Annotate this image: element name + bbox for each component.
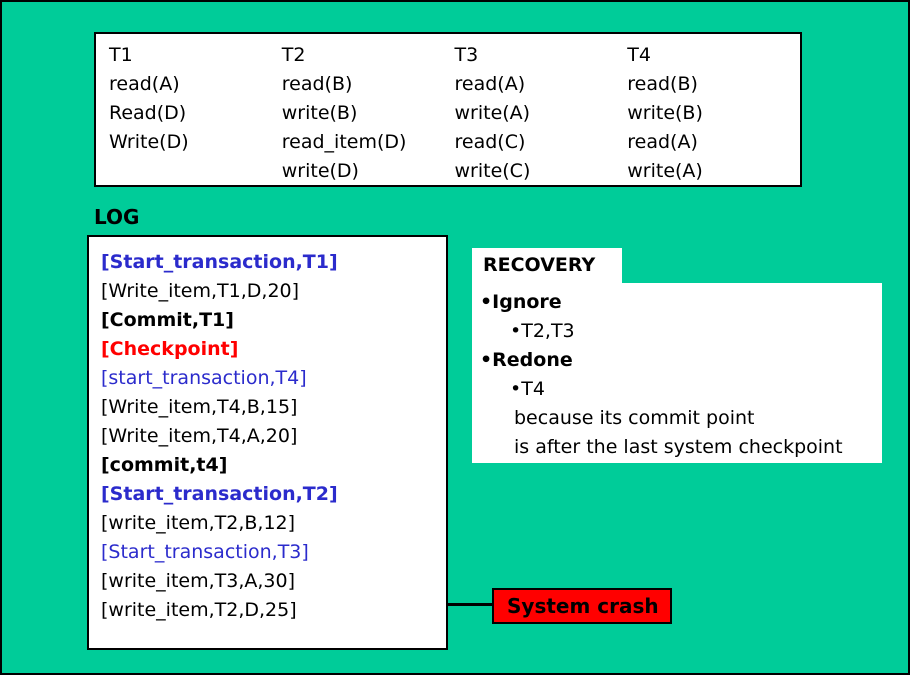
crash-connector-line <box>448 603 494 606</box>
transaction-op: Write(D) <box>109 131 189 153</box>
recovery-item-ignored-transactions: •T2,T3 <box>510 320 575 342</box>
transaction-header: T2 <box>281 44 306 66</box>
transaction-header: T3 <box>454 44 479 66</box>
transaction-op: read(B) <box>281 73 353 95</box>
log-entry: [commit,t4] <box>101 454 228 476</box>
log-entry: [start_transaction,T4] <box>101 367 307 389</box>
transaction-op: write(D) <box>281 160 359 182</box>
transaction-column-t2: T2 read(B) write(B) read_item(D) write(D… <box>282 41 455 185</box>
transaction-op: write(A) <box>454 102 531 124</box>
transaction-op: Read(D) <box>109 102 187 124</box>
recovery-panel: •Ignore •T2,T3 •Redone •T4 because its c… <box>472 283 882 463</box>
transaction-op: write(A) <box>627 160 703 182</box>
log-entry: [Write_item,T4,B,15] <box>101 396 298 418</box>
recovery-note-line-2: is after the last system checkpoint <box>514 436 843 458</box>
transaction-op: write(C) <box>454 160 531 182</box>
transaction-op: read(B) <box>627 73 698 95</box>
transaction-column-t1: T1 read(A) Read(D) Write(D) <box>109 41 282 185</box>
transaction-header: T4 <box>627 44 651 66</box>
recovery-title: RECOVERY <box>483 254 596 276</box>
log-entry: [write_item,T2,D,25] <box>101 599 297 621</box>
log-entry: [write_item,T3,A,30] <box>101 570 296 592</box>
transaction-op: write(B) <box>627 102 703 124</box>
log-entry: [Checkpoint] <box>101 338 239 360</box>
log-entry: [Start_transaction,T3] <box>101 541 309 563</box>
recovery-note-line-1: because its commit point <box>514 407 755 429</box>
transaction-column-t3: T3 read(A) write(A) read(C) write(C) <box>455 41 628 185</box>
log-box: [Start_transaction,T1] [Write_item,T1,D,… <box>87 235 448 650</box>
recovery-item-redone: •Redone <box>480 349 573 371</box>
transaction-op: read(C) <box>454 131 526 153</box>
log-label: LOG <box>94 205 140 229</box>
recovery-title-box: RECOVERY <box>472 248 622 283</box>
log-entry: [Write_item,T4,A,20] <box>101 425 298 447</box>
system-crash-box: System crash <box>492 588 672 624</box>
recovery-item-redone-transactions: •T4 <box>510 378 545 400</box>
transaction-op: read(A) <box>627 131 698 153</box>
log-entry: [Start_transaction,T2] <box>101 483 338 505</box>
log-entry: [write_item,T2,B,12] <box>101 512 296 534</box>
transaction-op: read_item(D) <box>281 131 407 153</box>
transaction-header: T1 <box>109 44 133 66</box>
transaction-op: write(B) <box>281 102 358 124</box>
log-entry: [Write_item,T1,D,20] <box>101 280 300 302</box>
recovery-item-ignore: •Ignore <box>480 291 562 313</box>
transaction-op: read(A) <box>454 73 526 95</box>
transaction-column-t4: T4 read(B) write(B) read(A) write(A) <box>627 41 800 185</box>
log-entry: [Start_transaction,T1] <box>101 251 338 273</box>
log-entry: [Commit,T1] <box>101 309 234 331</box>
transactions-table: T1 read(A) Read(D) Write(D) T2 read(B) w… <box>94 32 802 187</box>
transaction-op: read(A) <box>109 73 180 95</box>
system-crash-label: System crash <box>507 594 659 618</box>
